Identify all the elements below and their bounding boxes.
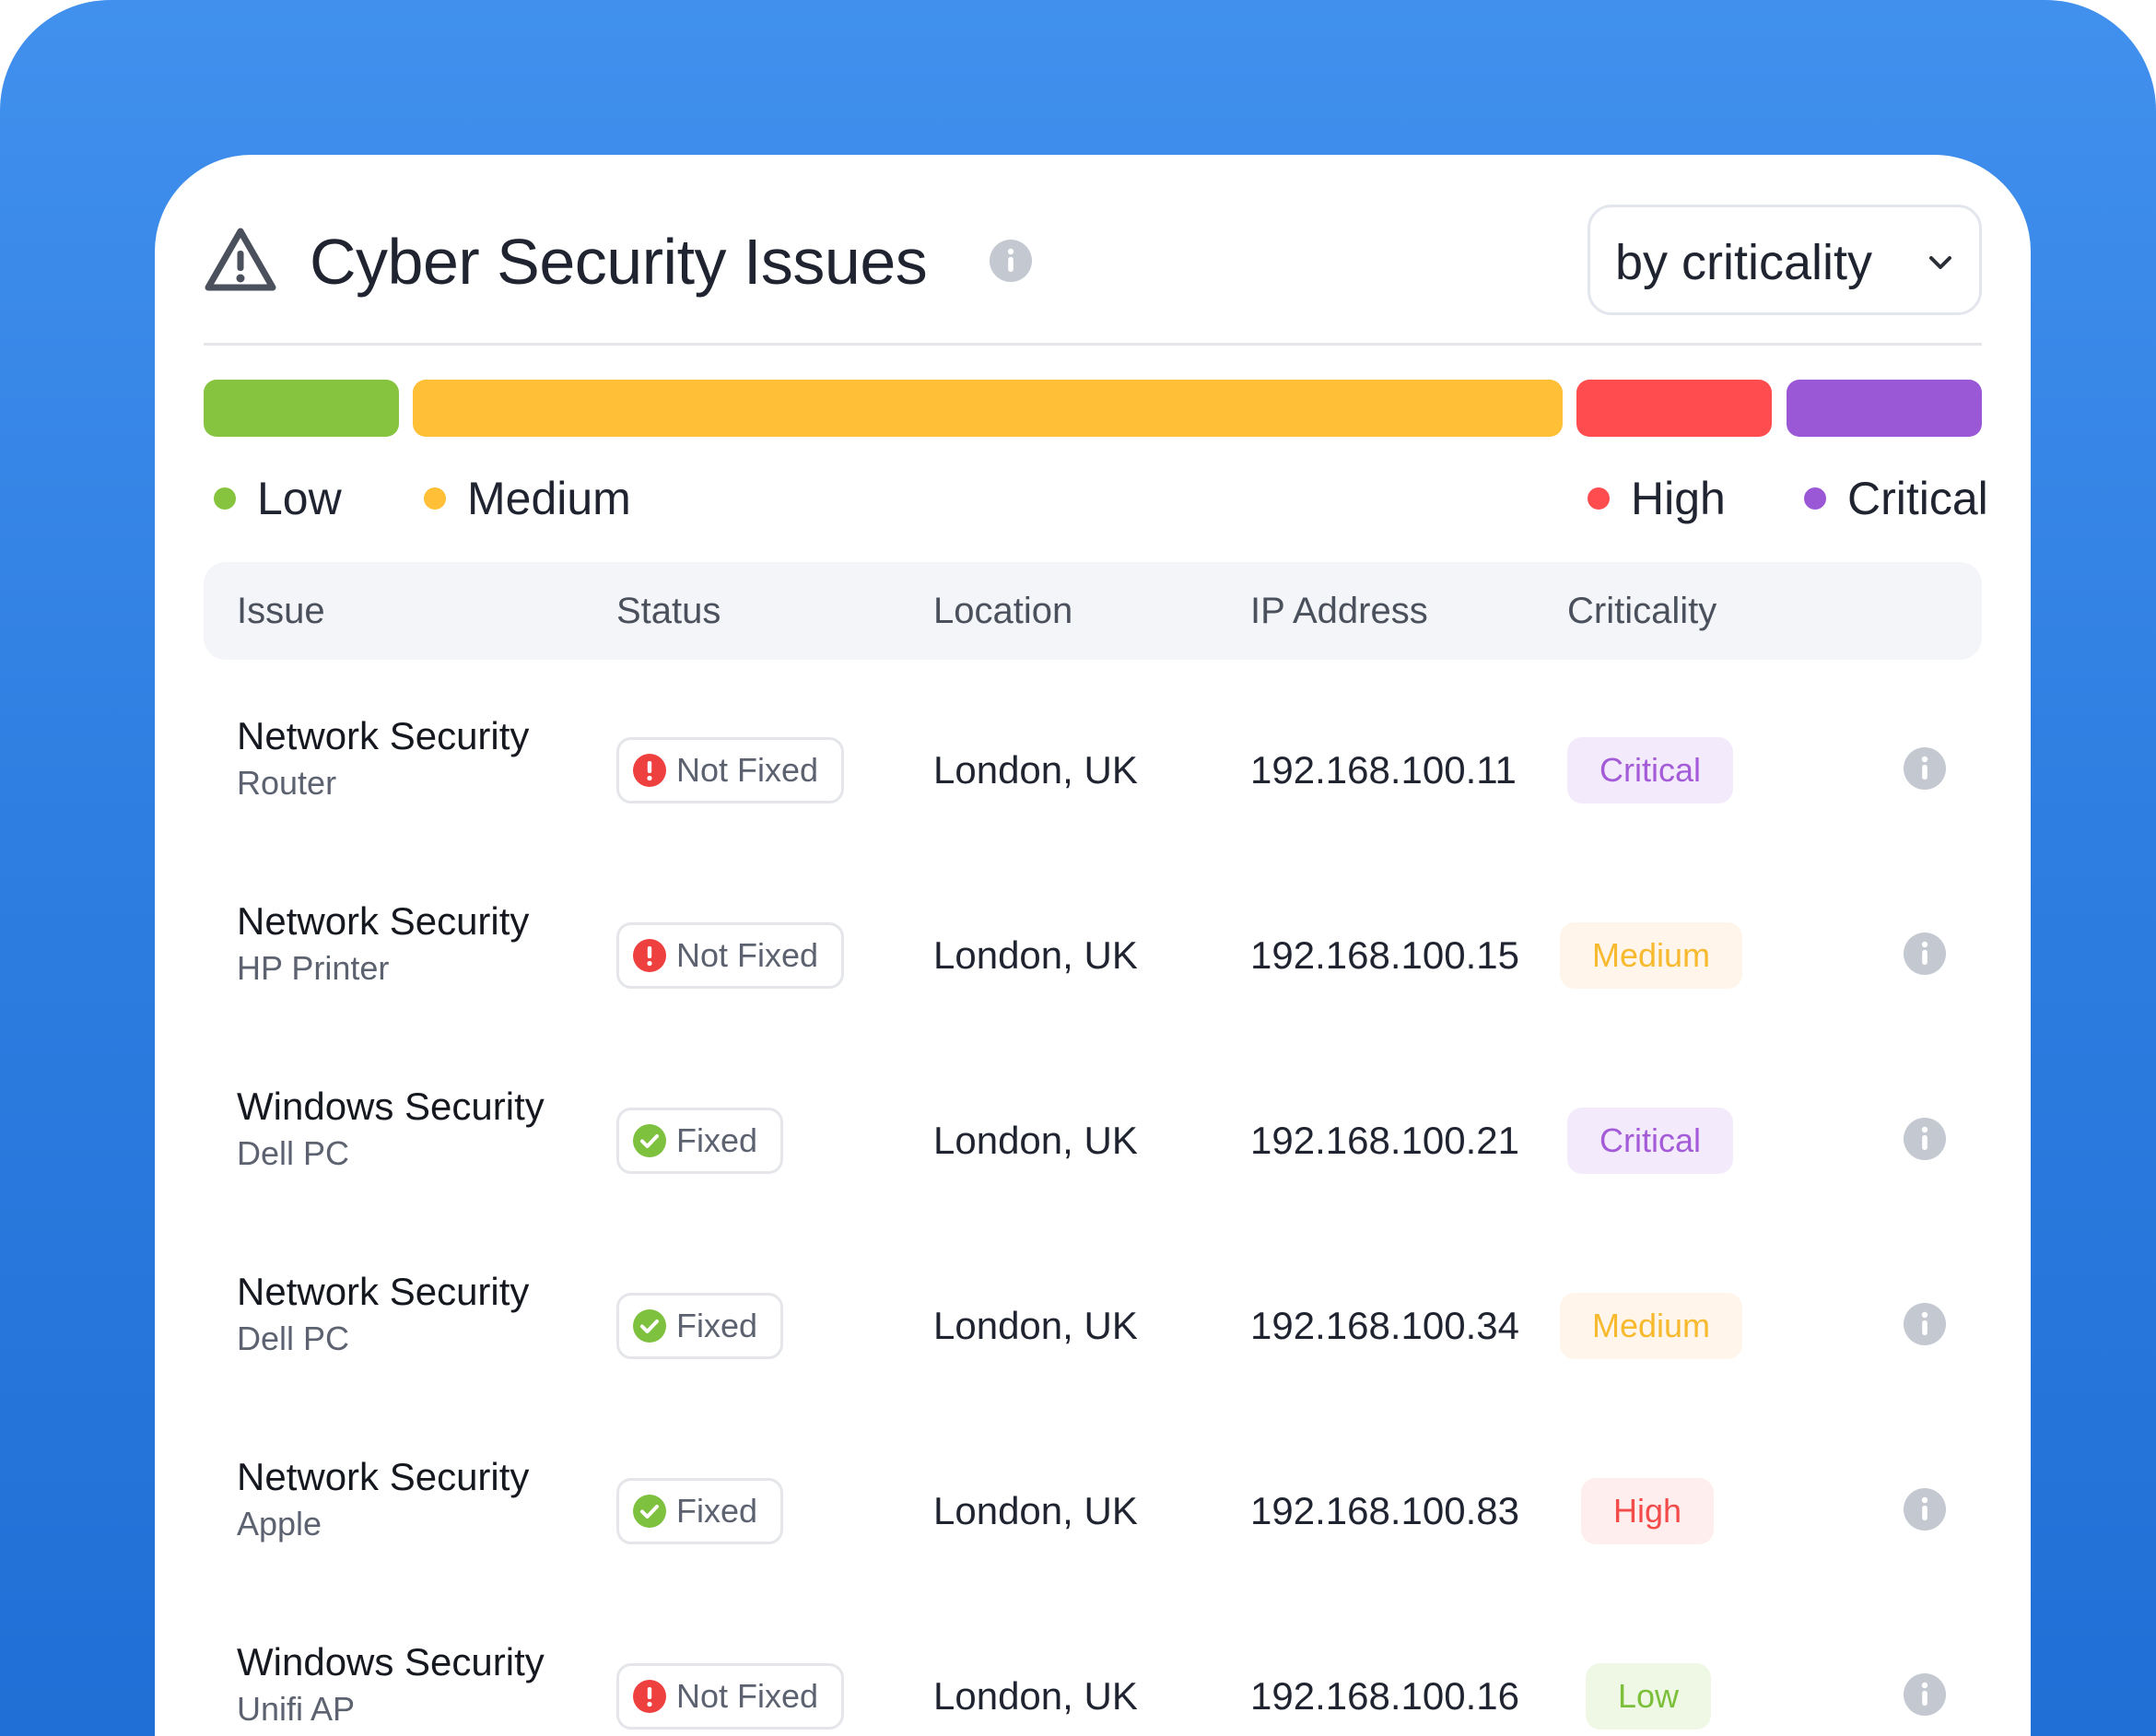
- criticality-badge: Medium: [1560, 1293, 1743, 1359]
- ip-address-cell: 192.168.100.15: [1250, 933, 1519, 977]
- legend-label: Low: [257, 473, 342, 524]
- info-icon[interactable]: [1904, 1118, 1946, 1160]
- ip-address-cell: 192.168.100.21: [1250, 1119, 1519, 1162]
- legend-dot-medium: [424, 487, 446, 510]
- column-header-criticality[interactable]: Criticality: [1567, 591, 1717, 631]
- alert-circle-icon: [633, 1680, 666, 1713]
- legend-dot-critical: [1804, 487, 1826, 510]
- criticality-badge: Low: [1586, 1663, 1712, 1730]
- status-badge[interactable]: Not Fixed: [616, 1663, 845, 1730]
- legend-dot-high: [1588, 487, 1610, 510]
- header-divider: [204, 343, 1982, 346]
- table-row[interactable]: Network Security Dell PC Fixed London, UK 19…: [204, 1260, 1982, 1444]
- alert-circle-icon: [633, 939, 666, 972]
- issue-device: HP Printer: [237, 949, 390, 987]
- info-icon[interactable]: [1904, 1303, 1946, 1345]
- warning-triangle-icon: [205, 228, 276, 291]
- issue-title: Network Security: [237, 714, 530, 757]
- table-row[interactable]: Windows Security Unifi AP Not Fixed London,…: [204, 1630, 1982, 1736]
- column-header-ip-address[interactable]: IP Address: [1250, 591, 1428, 631]
- legend-label: Medium: [467, 473, 631, 524]
- status-badge[interactable]: Not Fixed: [616, 737, 845, 803]
- issue-device: Apple: [237, 1505, 322, 1542]
- table-row[interactable]: Network Security Router Not Fixed London, U…: [204, 704, 1982, 888]
- criticality-badge: Critical: [1567, 737, 1734, 803]
- location-cell: London, UK: [933, 1119, 1138, 1162]
- legend-dot-low: [214, 487, 236, 510]
- criticality-badge: Critical: [1567, 1108, 1734, 1174]
- sort-select-value: by criticality: [1615, 235, 1873, 290]
- location-cell: London, UK: [933, 933, 1138, 977]
- issue-title: Network Security: [237, 1455, 530, 1498]
- location-cell: London, UK: [933, 748, 1138, 792]
- table-row[interactable]: Network Security HP Printer Not Fixed Londo…: [204, 889, 1982, 1073]
- security-issues-card: Cyber Security Issues by criticality Low: [155, 155, 2031, 1736]
- distribution-bar-medium: [413, 380, 1563, 437]
- info-icon[interactable]: [1904, 1488, 1946, 1531]
- info-icon[interactable]: [1904, 1673, 1946, 1716]
- legend-label: Critical: [1847, 473, 1988, 524]
- ip-address-cell: 192.168.100.16: [1250, 1674, 1519, 1718]
- criticality-badge: Medium: [1560, 922, 1743, 989]
- distribution-bar-high: [1576, 380, 1772, 437]
- status-label: Not Fixed: [676, 751, 819, 789]
- issue-device: Dell PC: [237, 1134, 350, 1172]
- status-badge[interactable]: Fixed: [616, 1478, 784, 1544]
- status-label: Fixed: [676, 1307, 758, 1344]
- status-label: Fixed: [676, 1121, 758, 1159]
- chevron-down-icon: [1929, 256, 1951, 269]
- card-header: Cyber Security Issues by criticality: [204, 205, 1982, 315]
- check-circle-icon: [633, 1124, 666, 1157]
- info-icon[interactable]: [1904, 747, 1946, 790]
- check-circle-icon: [633, 1309, 666, 1343]
- issue-title: Windows Security: [237, 1085, 545, 1128]
- ip-address-cell: 192.168.100.34: [1250, 1304, 1519, 1347]
- status-label: Not Fixed: [676, 936, 819, 974]
- info-icon[interactable]: [1904, 933, 1946, 975]
- legend-label: High: [1631, 473, 1726, 524]
- table-row[interactable]: Network Security Apple Fixed London, UK 192.…: [204, 1445, 1982, 1629]
- issue-title: Network Security: [237, 899, 530, 943]
- status-label: Fixed: [676, 1492, 758, 1530]
- criticality-badge: High: [1581, 1478, 1715, 1544]
- column-header-issue[interactable]: Issue: [237, 591, 325, 631]
- page-title: Cyber Security Issues: [310, 226, 928, 298]
- column-header-status[interactable]: Status: [616, 591, 721, 631]
- issue-title: Network Security: [237, 1270, 530, 1313]
- location-cell: London, UK: [933, 1674, 1138, 1718]
- distribution-bar-low: [204, 380, 399, 437]
- alert-circle-icon: [633, 754, 666, 787]
- status-badge[interactable]: Not Fixed: [616, 922, 845, 989]
- location-cell: London, UK: [933, 1304, 1138, 1347]
- distribution-bar-critical: [1787, 380, 1982, 437]
- issue-device: Unifi AP: [237, 1690, 356, 1728]
- ip-address-cell: 192.168.100.11: [1250, 748, 1517, 792]
- column-header-location[interactable]: Location: [933, 591, 1073, 631]
- status-badge[interactable]: Fixed: [616, 1108, 784, 1174]
- location-cell: London, UK: [933, 1489, 1138, 1532]
- issue-title: Windows Security: [237, 1640, 545, 1683]
- table-row[interactable]: Windows Security Dell PC Fixed London, UK 19…: [204, 1074, 1982, 1259]
- check-circle-icon: [633, 1495, 666, 1528]
- issue-device: Router: [237, 764, 337, 802]
- status-badge[interactable]: Fixed: [616, 1293, 784, 1359]
- info-icon[interactable]: [990, 240, 1032, 282]
- ip-address-cell: 192.168.100.83: [1250, 1489, 1519, 1532]
- status-label: Not Fixed: [676, 1677, 819, 1715]
- table-header: Issue Status Location IP Address Critica…: [204, 562, 1982, 660]
- issue-device: Dell PC: [237, 1320, 350, 1357]
- sort-select[interactable]: by criticality: [1588, 205, 1982, 315]
